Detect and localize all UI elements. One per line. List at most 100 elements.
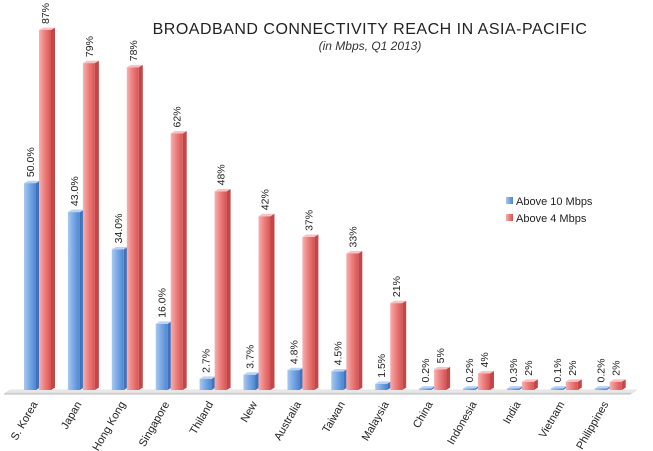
bar-above-4-philippines: [609, 381, 622, 390]
bar-side-above-4-japan: [94, 60, 99, 390]
data-label-above-4-singapore: 62%: [172, 106, 184, 127]
bar-above-4-india: [521, 381, 534, 390]
data-label-above-4-malaysia: 21%: [391, 276, 403, 297]
bar-side-above-4-singapore: [182, 131, 187, 390]
bar-above-4-china: [434, 369, 447, 390]
bar-top-above-4-australia: [302, 234, 319, 237]
bar-top-above-4-philippines: [609, 379, 626, 382]
bar-above-10-australia: [287, 370, 300, 390]
legend-swatch-above-4: [506, 214, 513, 221]
chart-subtitle: (in Mbps, Q1 2013): [319, 39, 422, 53]
data-label-above-4-s-korea: 87%: [40, 3, 52, 24]
bar-above-10-s-korea: [24, 183, 36, 390]
bar-side-above-4-taiwan: [358, 251, 363, 390]
data-label-above-4-china: 5%: [435, 348, 447, 363]
data-label-above-10-vietnam: 0.1%: [552, 359, 564, 383]
bar-top-above-10-hong-kong: [111, 246, 128, 250]
data-label-above-10-hong-kong: 34.0%: [113, 214, 125, 244]
bar-top-above-10-japan: [67, 209, 84, 213]
category-label-india: India: [501, 399, 524, 426]
bar-top-above-10-vietnam: [550, 386, 567, 389]
bar-side-above-4-s-korea: [51, 27, 55, 390]
bar-above-10-indonesia: [463, 388, 475, 390]
category-label-hong-kong: Hong Kong: [90, 400, 128, 451]
category-label-singapore: Singapore: [137, 400, 172, 449]
category-label-malaysia: Malaysia: [360, 399, 393, 443]
bar-above-4-malaysia: [390, 303, 403, 390]
category-label-china: China: [411, 399, 436, 431]
data-label-above-4-hong-kong: 78%: [128, 40, 140, 61]
data-label-above-4-indonesia: 4%: [479, 352, 491, 367]
bar-above-10-malaysia: [375, 383, 388, 390]
bar-above-4-vietnam: [565, 381, 578, 390]
data-label-above-4-japan: 79%: [84, 36, 96, 57]
bar-side-above-4-australia: [314, 234, 319, 390]
bar-above-10-india: [506, 388, 519, 390]
chart-title: BROADBAND CONNECTIVITY REACH IN ASIA-PAC…: [153, 21, 588, 38]
plot-floor: [3, 389, 638, 395]
bar-side-above-4-china: [446, 366, 451, 390]
floor-top: [3, 389, 638, 395]
bar-above-4-indonesia: [478, 373, 490, 390]
legend-label-above-4: Above 4 Mbps: [516, 213, 587, 225]
data-label-above-10-indonesia: 0.2%: [464, 359, 476, 383]
category-label-australia: Australia: [272, 399, 304, 443]
bar-above-10-vietnam: [550, 388, 563, 390]
bar-top-above-4-indonesia: [478, 371, 494, 374]
data-label-above-10-china: 0.2%: [420, 359, 432, 383]
bar-top-above-4-new: [258, 213, 275, 217]
bar-above-10-china: [419, 388, 432, 390]
bar-side-above-4-new: [270, 213, 275, 390]
data-label-above-10-singapore: 16.0%: [157, 288, 169, 318]
bar-top-above-10-malaysia: [375, 381, 392, 384]
data-label-above-10-australia: 4.8%: [288, 340, 300, 364]
category-label-thiland: Thiland: [188, 400, 216, 437]
bar-top-above-4-malaysia: [390, 300, 407, 304]
category-label-indonesia: Indonesia: [445, 399, 480, 447]
bar-above-10-singapore: [155, 323, 168, 390]
bar-top-above-4-india: [521, 379, 538, 382]
category-labels-layer: S. Korea Japan Hong Kong Singapore Thiland Ne…: [9, 399, 612, 451]
category-label-s-korea: S. Korea: [9, 399, 41, 443]
bar-above-4-thiland: [214, 191, 227, 390]
data-label-above-4-india: 2%: [523, 361, 535, 376]
bar-top-above-4-singapore: [170, 131, 187, 134]
bar-above-10-taiwan: [331, 371, 344, 390]
bar-above-10-new: [243, 374, 256, 390]
data-labels-layer: 50.0% 87% 43.0% 79% 34.0% 78% 16.0% 62% 2.7% 48% 3…: [25, 3, 623, 383]
data-label-above-4-thiland: 48%: [216, 164, 228, 185]
data-label-above-10-japan: 43.0%: [69, 176, 81, 206]
data-label-above-4-new: 42%: [260, 189, 272, 210]
bar-above-4-taiwan: [346, 253, 359, 390]
bar-above-4-singapore: [170, 133, 183, 390]
bar-above-4-s-korea: [39, 30, 51, 390]
data-label-above-10-thiland: 2.7%: [201, 349, 213, 373]
data-label-above-4-philippines: 2%: [611, 361, 623, 376]
legend-swatch-above-10: [506, 197, 513, 204]
bar-above-10-japan: [67, 212, 80, 390]
bar-top-above-10-taiwan: [331, 368, 348, 372]
bar-top-above-10-philippines: [594, 386, 611, 389]
bar-side-above-4-thiland: [226, 188, 231, 390]
bar-top-above-4-thiland: [214, 188, 231, 192]
data-label-above-10-s-korea: 50.0%: [25, 147, 37, 177]
bar-above-10-thiland: [199, 378, 212, 390]
bar-side-above-4-indonesia: [490, 371, 494, 390]
data-label-above-4-australia: 37%: [303, 210, 315, 231]
data-label-above-10-india: 0.3%: [508, 359, 520, 383]
bar-side-above-4-hong-kong: [138, 64, 143, 391]
data-label-above-4-vietnam: 2%: [567, 361, 579, 376]
bar-top-above-4-vietnam: [565, 379, 582, 382]
bar-top-above-10-china: [419, 386, 436, 389]
bar-top-above-10-s-korea: [24, 180, 40, 184]
category-label-vietnam: Vietnam: [537, 400, 567, 441]
bar-top-above-10-singapore: [155, 321, 172, 324]
data-label-above-10-taiwan: 4.5%: [332, 341, 344, 365]
bar-top-above-10-australia: [287, 367, 304, 371]
category-label-taiwan: Taiwan: [320, 400, 348, 436]
category-label-new: New: [239, 399, 260, 424]
bar-above-4-hong-kong: [126, 67, 139, 390]
bar-top-above-10-india: [506, 386, 523, 389]
bar-above-10-hong-kong: [111, 249, 124, 390]
